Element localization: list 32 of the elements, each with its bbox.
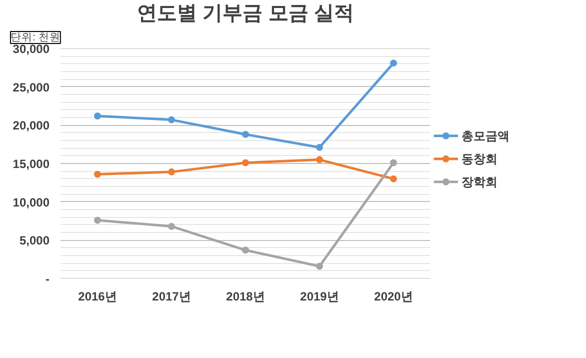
point bbox=[390, 60, 397, 67]
point bbox=[242, 159, 249, 166]
point bbox=[94, 170, 101, 178]
point bbox=[94, 216, 101, 224]
point bbox=[390, 159, 397, 166]
point bbox=[242, 246, 249, 254]
x-tick-label: 2016년 bbox=[78, 290, 117, 304]
y-tick-label: - bbox=[46, 272, 50, 286]
point bbox=[168, 116, 175, 124]
y-tick-label: 20,000 bbox=[12, 118, 50, 133]
y-tick-label: 15,000 bbox=[12, 157, 50, 171]
y-tick-label: 30,000 bbox=[12, 42, 50, 56]
point bbox=[390, 175, 397, 182]
y-tick-label: 25,000 bbox=[12, 80, 50, 94]
legend-label: 총모금액 bbox=[461, 128, 510, 143]
x-tick-label: 2020년 bbox=[374, 290, 413, 304]
chart-title: 연도별 기부금 모금 실적 bbox=[137, 2, 354, 24]
point bbox=[168, 168, 175, 176]
point bbox=[242, 130, 249, 138]
point bbox=[316, 262, 323, 270]
legend-label: 동창회 bbox=[461, 152, 498, 166]
y-tick-label: 10,000 bbox=[12, 195, 50, 210]
point bbox=[316, 156, 323, 164]
point bbox=[316, 144, 323, 151]
point bbox=[94, 112, 101, 120]
x-tick-label: 2018년 bbox=[226, 290, 265, 304]
x-tick-label: 2017년 bbox=[152, 290, 191, 304]
legend-label: 장학회 bbox=[461, 174, 498, 189]
x-tick-label: 2019년 bbox=[300, 290, 339, 304]
point bbox=[168, 222, 175, 230]
y-tick-label: 5,000 bbox=[19, 234, 50, 248]
text: 단위: 천원 bbox=[10, 32, 60, 44]
